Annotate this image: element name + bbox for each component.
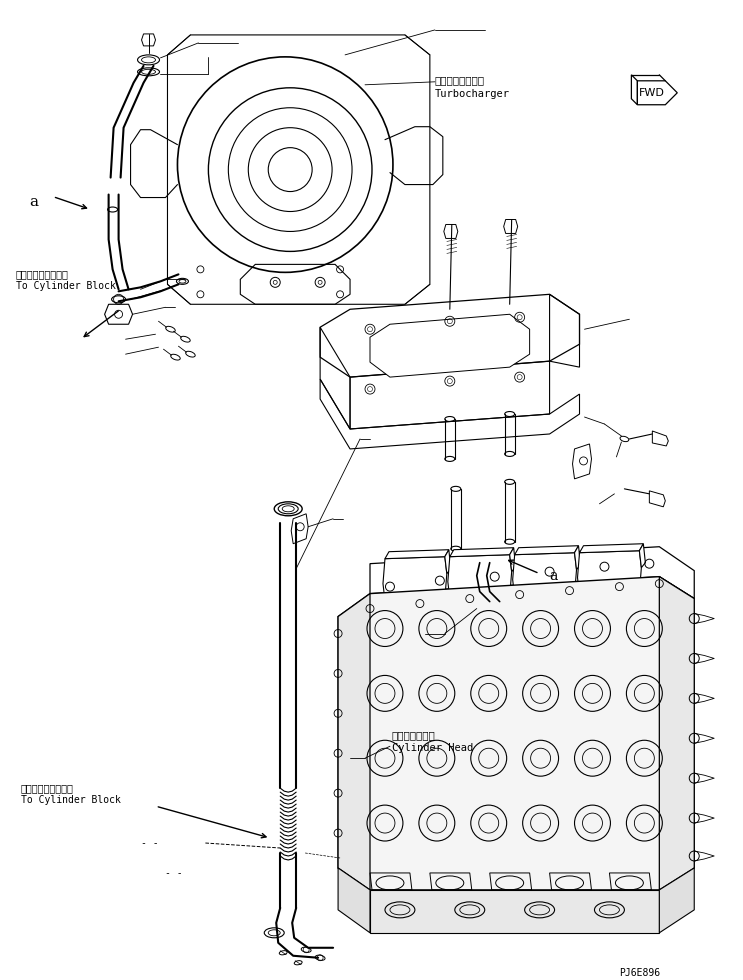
Polygon shape — [513, 553, 577, 597]
Text: シリンダブロックへ: シリンダブロックへ — [16, 270, 68, 279]
Text: To Cylinder Block: To Cylinder Block — [21, 795, 120, 806]
Text: PJ6E896: PJ6E896 — [620, 967, 661, 978]
Text: - -: - - — [140, 838, 158, 848]
Polygon shape — [370, 890, 659, 933]
Text: ターボチャージャ: ターボチャージャ — [435, 74, 485, 85]
Polygon shape — [385, 550, 449, 559]
Text: a: a — [550, 568, 558, 583]
Text: Cylinder Head: Cylinder Head — [392, 743, 473, 754]
Polygon shape — [370, 315, 530, 377]
Polygon shape — [510, 548, 516, 571]
Polygon shape — [383, 557, 447, 601]
Polygon shape — [338, 868, 370, 933]
Text: シリンダブロックへ: シリンダブロックへ — [21, 783, 74, 793]
Polygon shape — [370, 547, 694, 599]
Polygon shape — [659, 868, 694, 933]
Polygon shape — [450, 548, 513, 557]
Polygon shape — [659, 576, 694, 890]
Text: シリンダヘッド: シリンダヘッド — [392, 730, 435, 740]
Polygon shape — [640, 544, 646, 567]
Text: - -: - - — [166, 868, 183, 878]
Polygon shape — [574, 546, 580, 569]
Polygon shape — [338, 594, 370, 890]
Text: Turbocharger: Turbocharger — [435, 89, 510, 99]
Polygon shape — [580, 544, 643, 553]
Polygon shape — [448, 555, 512, 599]
Polygon shape — [338, 576, 694, 890]
Text: a: a — [29, 195, 38, 209]
Text: To Cylinder Block: To Cylinder Block — [16, 281, 116, 291]
Polygon shape — [445, 550, 451, 573]
Polygon shape — [515, 546, 579, 555]
Polygon shape — [577, 551, 641, 595]
Text: FWD: FWD — [640, 88, 665, 98]
